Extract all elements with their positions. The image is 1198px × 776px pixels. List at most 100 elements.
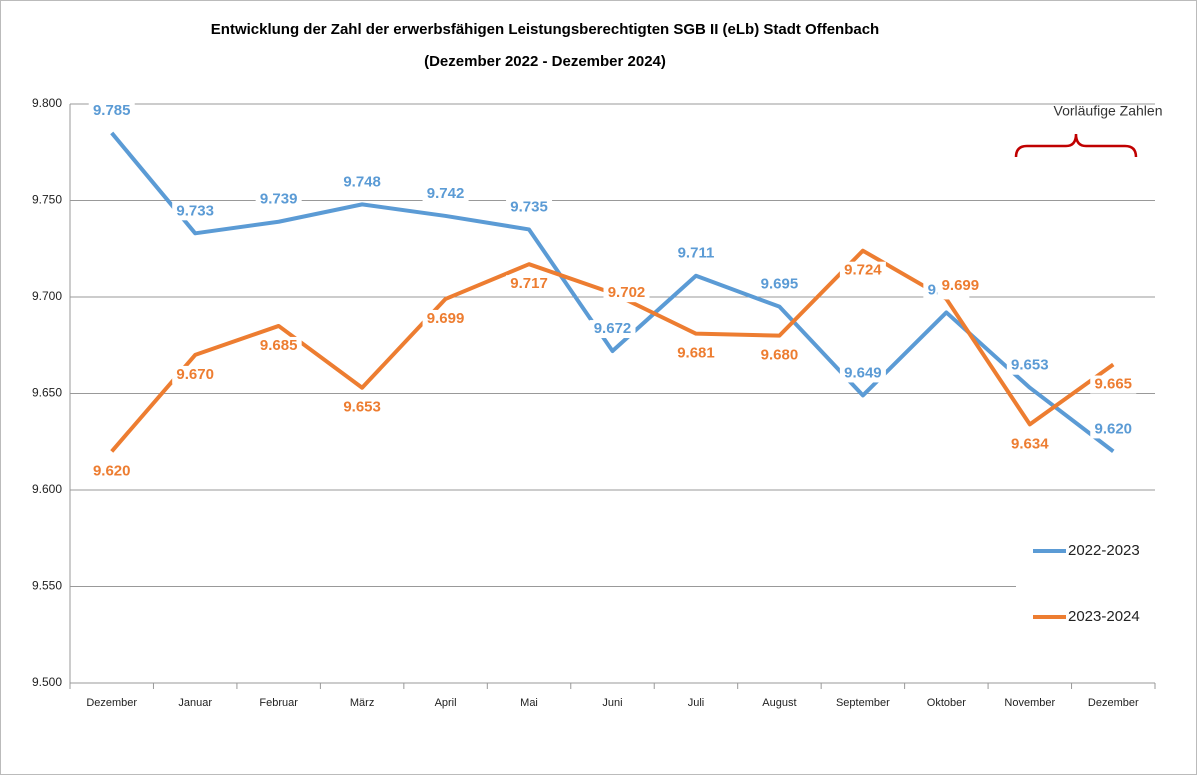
value-label: 9.695	[761, 276, 799, 293]
annotation: Vorläufige Zahlen	[1054, 103, 1163, 119]
data-label: 9.735	[506, 198, 553, 217]
x-tick-label: Oktober	[927, 697, 966, 709]
data-label: 9.649	[839, 364, 886, 383]
chart-subtitle: (Dezember 2022 - Dezember 2024)	[424, 53, 666, 70]
label-bg	[172, 202, 219, 221]
data-label: 9.653	[1006, 356, 1053, 375]
label-bg	[422, 184, 469, 203]
label-bg	[839, 364, 886, 383]
data-label: 9.711	[672, 244, 719, 263]
x-tick-label: Dezember	[86, 697, 137, 709]
value-label: 9.670	[176, 366, 214, 383]
label-bg	[756, 275, 803, 294]
x-tick-label: Mai	[520, 697, 538, 709]
label-bg	[603, 284, 650, 303]
label-bg	[589, 320, 636, 339]
value-label: 9.711	[678, 245, 715, 262]
legend-box	[1016, 525, 1156, 665]
data-label: 9.620	[88, 462, 135, 481]
data-label: 9.742	[422, 184, 469, 203]
data-label: 9.699	[937, 276, 984, 295]
label-bg	[172, 365, 219, 384]
label-bg	[756, 346, 803, 365]
label-bg	[255, 190, 302, 209]
data-label: 9.702	[603, 284, 650, 303]
data-label: 9.695	[756, 275, 803, 294]
value-label: 9.739	[260, 191, 298, 208]
x-tick-label: November	[1004, 697, 1055, 709]
x-tick-label: Juni	[602, 697, 622, 709]
label-bg	[88, 101, 135, 120]
value-label: 9.672	[594, 320, 632, 337]
data-label: 9.724	[839, 261, 886, 280]
x-tick-label: August	[762, 697, 796, 709]
label-bg	[88, 462, 135, 481]
data-label: 9.672	[589, 320, 636, 339]
label-bg	[339, 173, 386, 192]
value-label: 9.634	[1011, 435, 1049, 452]
data-label: 9.685	[255, 336, 302, 355]
chart-title: Entwicklung der Zahl der erwerbsfähigen …	[211, 21, 879, 38]
data-label: 9.680	[756, 346, 803, 365]
data-label: 9.620	[1090, 420, 1137, 439]
data-label: 9.670	[172, 365, 219, 384]
label-bg	[506, 275, 553, 294]
value-label: 9.702	[608, 284, 646, 301]
y-tick-label: 9.650	[32, 386, 62, 400]
value-label: 9.653	[1011, 357, 1049, 374]
annotation-bracket	[1014, 133, 1138, 158]
label-bg	[1006, 435, 1053, 454]
legend-label: 2022-2023	[1068, 542, 1140, 559]
value-label: 9.665	[1094, 376, 1132, 393]
data-label: 9.665	[1090, 375, 1137, 394]
x-tick-label: März	[350, 697, 374, 709]
label-bg	[1090, 420, 1137, 439]
label-bg	[672, 244, 719, 263]
label-bg	[339, 398, 386, 417]
value-label: 9.649	[844, 364, 882, 381]
value-label: 9.653	[343, 399, 381, 416]
series-line	[110, 131, 1115, 453]
label-bg	[255, 336, 302, 355]
x-tick-label: Juli	[688, 697, 705, 709]
data-label: 9.653	[339, 398, 386, 417]
y-tick-label: 9.750	[32, 193, 62, 207]
x-tick-label: September	[836, 697, 890, 709]
data-label: 9.717	[506, 275, 553, 294]
y-tick-label: 9.600	[32, 482, 62, 496]
x-tick-label: Dezember	[1088, 697, 1139, 709]
label-bg	[1006, 356, 1053, 375]
label-bg	[937, 276, 984, 295]
value-label: 9.717	[510, 275, 548, 292]
label-bg	[839, 261, 886, 280]
data-label: 9.634	[1006, 435, 1053, 454]
value-label: 9.680	[761, 347, 799, 364]
y-tick-label: 9.800	[32, 96, 62, 110]
value-label: 9.733	[176, 202, 214, 219]
value-label: 9.742	[427, 185, 465, 202]
value-label: 9.699	[427, 310, 465, 327]
value-label: 9.785	[93, 102, 131, 119]
x-tick-label: Januar	[178, 697, 212, 709]
data-label: 9.785	[88, 101, 135, 120]
legend-label: 2023-2024	[1068, 608, 1140, 625]
value-label: 9.681	[677, 345, 715, 362]
data-label: 9.733	[172, 202, 219, 221]
value-label: 9.685	[260, 337, 298, 354]
value-label: 9.724	[844, 262, 882, 279]
value-label: 9.699	[942, 277, 980, 294]
value-label: 9.620	[93, 462, 131, 479]
value-label: 9.735	[510, 198, 548, 215]
value-label: 9.620	[1094, 420, 1132, 437]
y-tick-label: 9.550	[32, 579, 62, 593]
x-tick-label: April	[435, 697, 457, 709]
label-bg	[506, 198, 553, 217]
label-bg	[1090, 375, 1137, 394]
data-label: 9.739	[255, 190, 302, 209]
value-label: 9.748	[343, 173, 381, 190]
data-label: 9.748	[339, 173, 386, 192]
data-label: 9.699	[422, 310, 469, 328]
x-tick-label: Februar	[259, 697, 298, 709]
